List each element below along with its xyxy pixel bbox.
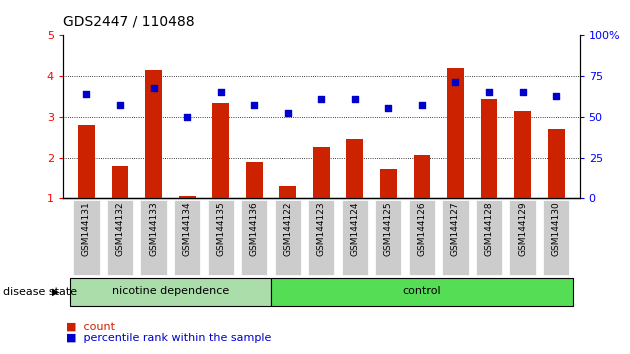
Text: GSM144130: GSM144130: [552, 201, 561, 256]
Point: [417, 102, 427, 108]
FancyBboxPatch shape: [241, 200, 267, 275]
Bar: [447, 68, 464, 198]
Text: GSM144135: GSM144135: [216, 201, 225, 256]
FancyBboxPatch shape: [70, 278, 271, 306]
Bar: [514, 111, 531, 198]
FancyBboxPatch shape: [74, 200, 100, 275]
Text: GSM144131: GSM144131: [82, 201, 91, 256]
Text: GSM144125: GSM144125: [384, 201, 393, 256]
FancyBboxPatch shape: [476, 200, 502, 275]
Bar: [212, 103, 229, 198]
Text: GSM144122: GSM144122: [284, 201, 292, 256]
Text: ▶: ▶: [52, 287, 60, 297]
Text: GSM144132: GSM144132: [115, 201, 125, 256]
Bar: [481, 98, 498, 198]
Point: [316, 96, 326, 101]
Point: [551, 93, 561, 98]
Text: ■  percentile rank within the sample: ■ percentile rank within the sample: [66, 333, 272, 343]
Bar: [246, 161, 263, 198]
Text: GSM144134: GSM144134: [183, 201, 192, 256]
Point: [215, 89, 226, 95]
Point: [450, 79, 461, 85]
Text: GSM144124: GSM144124: [350, 201, 359, 256]
Text: GSM144136: GSM144136: [249, 201, 259, 256]
Bar: [279, 186, 296, 198]
FancyBboxPatch shape: [271, 278, 573, 306]
Text: GDS2447 / 110488: GDS2447 / 110488: [63, 14, 195, 28]
Bar: [112, 166, 129, 198]
Point: [383, 105, 393, 111]
Text: disease state: disease state: [3, 287, 77, 297]
Bar: [145, 70, 162, 198]
FancyBboxPatch shape: [107, 200, 133, 275]
FancyBboxPatch shape: [207, 200, 234, 275]
Point: [517, 89, 527, 95]
FancyBboxPatch shape: [409, 200, 435, 275]
Text: GSM144129: GSM144129: [518, 201, 527, 256]
Point: [350, 96, 360, 101]
Point: [249, 102, 260, 108]
Point: [149, 85, 159, 90]
FancyBboxPatch shape: [275, 200, 301, 275]
Bar: [547, 129, 564, 198]
Point: [484, 89, 494, 95]
Point: [283, 110, 293, 115]
Text: GSM144128: GSM144128: [484, 201, 493, 256]
Bar: [380, 169, 397, 198]
FancyBboxPatch shape: [375, 200, 401, 275]
Text: GSM144126: GSM144126: [418, 201, 427, 256]
Text: nicotine dependence: nicotine dependence: [112, 286, 229, 296]
Text: GSM144127: GSM144127: [451, 201, 460, 256]
Bar: [78, 125, 95, 198]
FancyBboxPatch shape: [543, 200, 569, 275]
FancyBboxPatch shape: [308, 200, 335, 275]
FancyBboxPatch shape: [140, 200, 167, 275]
Text: GSM144133: GSM144133: [149, 201, 158, 256]
FancyBboxPatch shape: [341, 200, 368, 275]
Point: [115, 102, 125, 108]
Point: [182, 114, 192, 120]
Bar: [313, 147, 329, 198]
Point: [81, 92, 91, 97]
Text: control: control: [403, 286, 441, 296]
Text: GSM144123: GSM144123: [317, 201, 326, 256]
Bar: [346, 139, 364, 198]
FancyBboxPatch shape: [174, 200, 200, 275]
Text: ■  count: ■ count: [66, 322, 115, 332]
FancyBboxPatch shape: [510, 200, 536, 275]
Bar: [413, 155, 430, 198]
FancyBboxPatch shape: [442, 200, 469, 275]
Bar: [179, 196, 195, 198]
